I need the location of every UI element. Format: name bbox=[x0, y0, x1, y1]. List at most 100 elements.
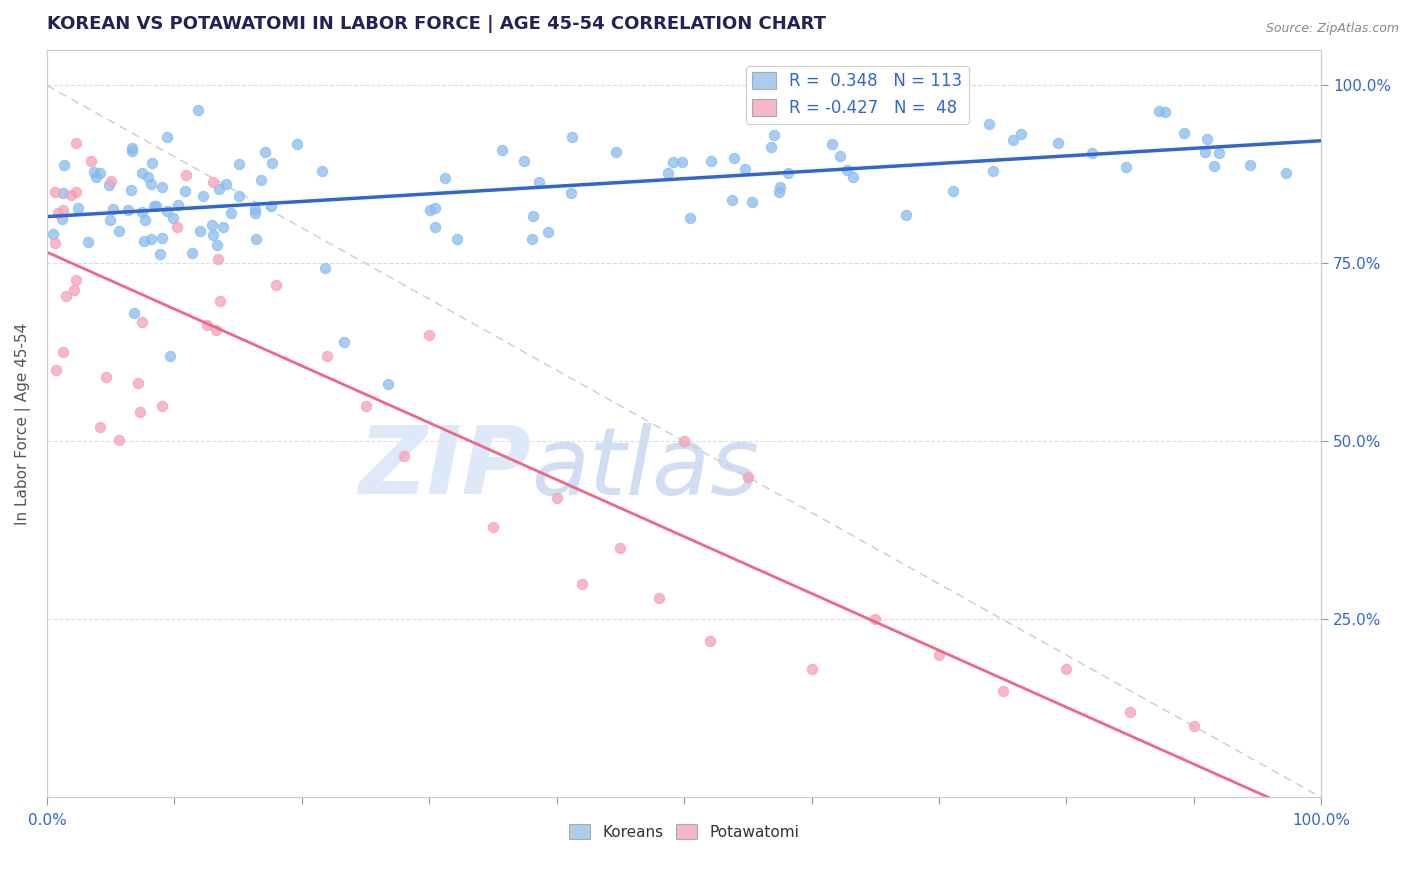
Point bbox=[605, 145, 627, 159]
Point bbox=[527, 175, 550, 189]
Point bbox=[44, 185, 66, 199]
Point bbox=[314, 260, 336, 275]
Point bbox=[162, 211, 184, 225]
Point bbox=[134, 212, 156, 227]
Text: ZIP: ZIP bbox=[359, 423, 531, 515]
Point bbox=[190, 224, 212, 238]
Point bbox=[266, 277, 288, 292]
Point bbox=[108, 433, 131, 447]
Point bbox=[977, 117, 1000, 131]
Point bbox=[65, 136, 87, 150]
Point bbox=[835, 162, 858, 177]
Point bbox=[512, 154, 534, 169]
Point bbox=[44, 235, 66, 250]
Point bbox=[741, 194, 763, 209]
Point bbox=[647, 591, 669, 605]
Point bbox=[311, 164, 333, 178]
Point bbox=[842, 169, 865, 184]
Point bbox=[89, 420, 111, 434]
Point bbox=[77, 235, 100, 249]
Point bbox=[482, 520, 505, 534]
Text: atlas: atlas bbox=[531, 423, 759, 514]
Point bbox=[446, 232, 468, 246]
Point bbox=[228, 157, 250, 171]
Point bbox=[418, 327, 440, 342]
Point bbox=[768, 185, 790, 199]
Point bbox=[800, 662, 823, 676]
Point bbox=[52, 345, 75, 359]
Point bbox=[121, 140, 143, 154]
Point bbox=[249, 172, 271, 186]
Point bbox=[700, 154, 723, 169]
Point bbox=[51, 212, 73, 227]
Point bbox=[212, 219, 235, 234]
Point bbox=[1194, 145, 1216, 160]
Point bbox=[1154, 105, 1177, 120]
Point bbox=[41, 227, 63, 241]
Point bbox=[392, 449, 415, 463]
Point bbox=[981, 163, 1004, 178]
Point bbox=[768, 179, 790, 194]
Point bbox=[124, 306, 146, 320]
Point bbox=[1147, 104, 1170, 119]
Point bbox=[80, 153, 103, 168]
Point bbox=[1115, 160, 1137, 174]
Point bbox=[1080, 145, 1102, 160]
Point bbox=[145, 199, 167, 213]
Point bbox=[60, 188, 83, 202]
Point bbox=[245, 232, 267, 246]
Point bbox=[132, 234, 155, 248]
Point bbox=[1239, 158, 1261, 172]
Point bbox=[55, 289, 77, 303]
Point bbox=[131, 205, 153, 219]
Point bbox=[673, 434, 696, 449]
Point bbox=[121, 144, 143, 158]
Point bbox=[522, 209, 544, 223]
Point bbox=[46, 206, 69, 220]
Point bbox=[737, 470, 759, 484]
Point bbox=[1054, 662, 1077, 676]
Point bbox=[62, 284, 84, 298]
Point bbox=[260, 156, 283, 170]
Point bbox=[561, 129, 583, 144]
Point bbox=[174, 168, 197, 182]
Point bbox=[98, 213, 121, 227]
Point bbox=[253, 145, 276, 159]
Text: Source: ZipAtlas.com: Source: ZipAtlas.com bbox=[1265, 22, 1399, 36]
Point bbox=[136, 169, 159, 184]
Point bbox=[1002, 133, 1025, 147]
Point bbox=[187, 103, 209, 118]
Point bbox=[1173, 126, 1195, 140]
Point bbox=[83, 164, 105, 178]
Point bbox=[657, 166, 679, 180]
Point bbox=[671, 155, 693, 169]
Point bbox=[207, 252, 229, 267]
Point bbox=[245, 206, 267, 220]
Point bbox=[53, 158, 76, 172]
Point bbox=[1202, 159, 1225, 173]
Point bbox=[101, 202, 124, 216]
Point bbox=[150, 399, 173, 413]
Point bbox=[167, 197, 190, 211]
Point bbox=[221, 206, 243, 220]
Point bbox=[830, 149, 852, 163]
Point bbox=[792, 95, 814, 109]
Point bbox=[821, 136, 844, 151]
Point bbox=[131, 166, 153, 180]
Point bbox=[127, 376, 149, 390]
Text: KOREAN VS POTAWATOMI IN LABOR FORCE | AGE 45-54 CORRELATION CHART: KOREAN VS POTAWATOMI IN LABOR FORCE | AG… bbox=[46, 15, 825, 33]
Point bbox=[316, 349, 339, 363]
Point bbox=[491, 143, 513, 157]
Point bbox=[679, 211, 702, 226]
Point bbox=[1047, 136, 1070, 150]
Point bbox=[208, 293, 231, 308]
Point bbox=[52, 186, 75, 201]
Point bbox=[896, 208, 918, 222]
Point bbox=[139, 177, 162, 191]
Point bbox=[1195, 132, 1218, 146]
Point bbox=[191, 189, 214, 203]
Point bbox=[108, 224, 131, 238]
Point bbox=[208, 182, 231, 196]
Point bbox=[84, 169, 107, 184]
Point bbox=[1182, 719, 1205, 733]
